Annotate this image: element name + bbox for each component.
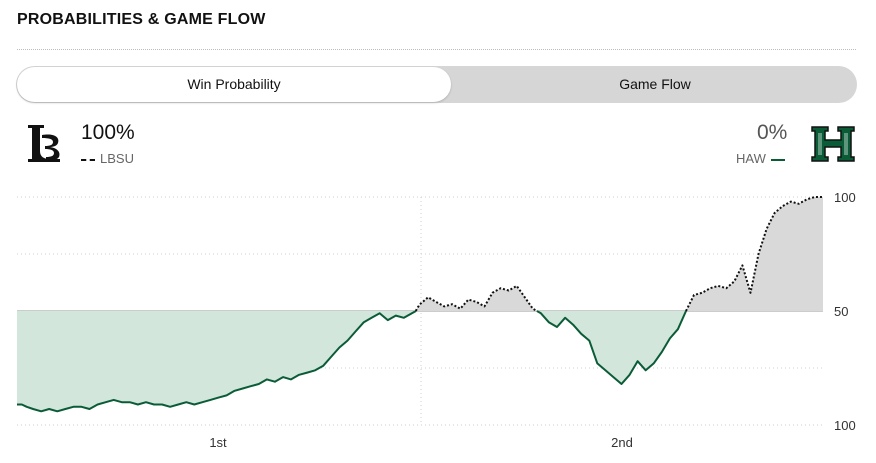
lbsu-legend: LBSU [81, 151, 134, 166]
haw-abbr: HAW [736, 151, 766, 166]
chart-labels: 100 50 100 1st 2nd [209, 190, 855, 450]
haw-line [17, 310, 417, 413]
section-title: PROBABILITIES & GAME FLOW [17, 11, 266, 28]
lbsu-area [686, 197, 823, 311]
haw-area [536, 311, 686, 384]
chart-lines [17, 196, 823, 413]
solid-line-legend-icon [770, 158, 785, 161]
win-probability-chart: 100 50 100 1st 2nd [17, 190, 856, 450]
lbsu-line [415, 284, 538, 312]
lbsu-area [416, 285, 537, 311]
lbsu-line [685, 196, 823, 312]
lbsu-abbr: LBSU [100, 151, 134, 166]
x-tick-label: 1st [209, 435, 227, 450]
haw-legend: HAW [736, 151, 785, 166]
dotted-line-legend-icon [81, 158, 95, 161]
hawaii-logo-icon [811, 126, 855, 162]
lbsu-win-probability: 100% [81, 121, 135, 144]
chart-fills [17, 197, 823, 412]
tab-win-probability[interactable]: Win Probability [17, 67, 451, 102]
haw-line [536, 310, 687, 385]
y-tick-label: 100 [834, 418, 856, 433]
y-tick-label: 50 [834, 304, 848, 319]
lbsu-logo-icon [28, 125, 60, 162]
haw-area [17, 311, 416, 412]
title-divider [17, 49, 856, 50]
tab-game-flow[interactable]: Game Flow [619, 76, 691, 92]
y-tick-label: 100 [834, 190, 856, 205]
x-tick-label: 2nd [611, 435, 633, 450]
tab-bar: Game Flow Win Probability [16, 66, 857, 103]
haw-win-probability: 0% [757, 121, 788, 144]
